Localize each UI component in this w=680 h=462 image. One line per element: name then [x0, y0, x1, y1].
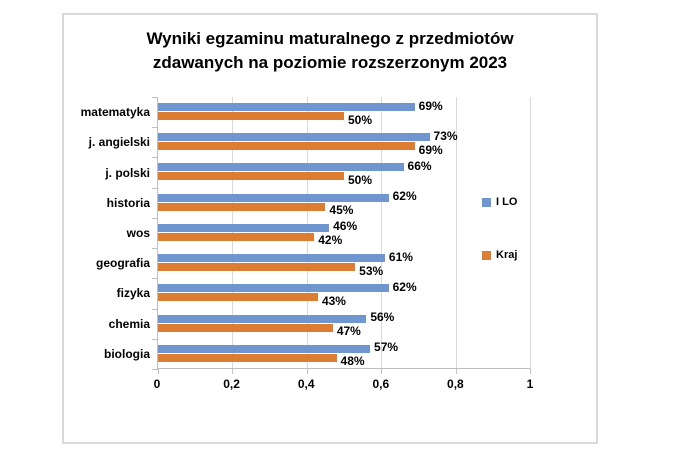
- x-axis-tick: [530, 368, 531, 374]
- y-axis-tick: [152, 369, 158, 370]
- bar-kraj-matematyka: [158, 112, 344, 120]
- gridline-0-4: [306, 97, 308, 368]
- x-axis-label-0-4: 0,4: [297, 377, 315, 391]
- gridline-0-6: [381, 97, 383, 368]
- value-label-i-lo-wos: 46%: [333, 219, 358, 234]
- category-label-historia: historia: [106, 195, 150, 210]
- y-axis-tick: [152, 278, 158, 279]
- value-label-i-lo-matematyka: 69%: [418, 98, 443, 113]
- gridline-1: [530, 97, 531, 368]
- legend-entry-ilo: I LO: [482, 195, 517, 209]
- value-label-kraj-j-polski: 50%: [348, 172, 373, 187]
- bar-i-lo-geografia: [158, 254, 385, 263]
- y-axis-tick: [152, 157, 158, 158]
- bar-i-lo-j-polski: [158, 163, 404, 172]
- value-label-kraj-matematyka: 50%: [348, 112, 373, 127]
- y-axis-tick: [152, 188, 158, 189]
- chart-title-line2: zdawanych na poziomie rozszerzonym 2023: [152, 53, 508, 72]
- category-label-geografia: geografia: [95, 256, 150, 271]
- category-axis-labels: matematyka j. angielski j. polski historia w…: [68, 97, 150, 369]
- bar-kraj-chemia: [158, 323, 333, 332]
- y-axis-tick: [152, 339, 158, 340]
- bar-i-lo-chemia: [158, 314, 367, 323]
- x-axis-tick: [158, 368, 159, 374]
- bar-kraj-biologia: [158, 353, 337, 362]
- value-label-kraj-historia: 45%: [329, 203, 354, 218]
- chart-frame: Wyniki egzaminu maturalnego z przedmiotó…: [62, 13, 598, 444]
- y-axis-tick: [152, 218, 158, 219]
- bar-kraj-j-angielski: [158, 142, 415, 151]
- x-axis-labels: 0 0,2 0,4 0,6 0,8 1: [64, 377, 596, 393]
- value-label-i-lo-biologia: 57%: [374, 340, 399, 355]
- plot-area: 69% 50% 73% 69% 66% 50% 62% 45% 46% 42% 61% 53% 62% 4…: [152, 97, 531, 374]
- x-axis-tick: [232, 368, 234, 374]
- value-label-i-lo-chemia: 56%: [370, 310, 395, 325]
- value-label-i-lo-historia: 62%: [392, 189, 417, 204]
- value-label-i-lo-fizyka: 62%: [392, 279, 417, 294]
- value-label-i-lo-j-polski: 66%: [407, 158, 432, 173]
- bar-i-lo-fizyka: [158, 284, 389, 293]
- bar-kraj-historia: [158, 202, 326, 211]
- x-axis-label-0-6: 0,6: [372, 377, 390, 391]
- legend-entry-kraj: Kraj: [482, 248, 517, 262]
- value-label-i-lo-geografia: 61%: [388, 249, 413, 264]
- x-axis-label-0: 0: [153, 377, 161, 391]
- legend-swatch-ilo-icon: [482, 197, 491, 207]
- bar-kraj-geografia: [158, 263, 356, 272]
- x-axis-label-0-8: 0,8: [447, 377, 464, 391]
- category-label-fizyka: fizyka: [116, 286, 150, 301]
- category-label-j-polski: j. polski: [105, 165, 150, 180]
- legend-label-kraj: Kraj: [496, 249, 518, 261]
- y-axis-tick: [152, 248, 158, 249]
- x-axis-tick: [455, 368, 457, 374]
- value-label-kraj-wos: 42%: [318, 233, 343, 248]
- category-label-j-angielski: j. angielski: [88, 135, 150, 150]
- category-label-chemia: chemia: [108, 316, 150, 331]
- bar-i-lo-historia: [158, 193, 389, 202]
- x-axis-label-0-2: 0,2: [223, 377, 240, 391]
- bar-i-lo-matematyka: [158, 103, 415, 111]
- category-label-biologia: biologia: [104, 346, 150, 361]
- gridline-0-8: [455, 97, 457, 368]
- bar-kraj-fizyka: [158, 293, 318, 302]
- y-axis-tick: [152, 97, 158, 98]
- value-label-kraj-geografia: 53%: [359, 263, 384, 278]
- x-axis-tick: [306, 368, 308, 374]
- y-axis-tick: [152, 127, 158, 128]
- chart-title: Wyniki egzaminu maturalnego z przedmiotó…: [64, 27, 596, 75]
- y-axis-tick: [152, 309, 158, 310]
- x-axis-label-1: 1: [526, 377, 534, 391]
- gridline-0-2: [232, 97, 234, 368]
- bar-i-lo-j-angielski: [158, 133, 430, 142]
- value-label-kraj-chemia: 47%: [336, 324, 361, 339]
- legend-swatch-kraj-icon: [482, 250, 491, 260]
- bar-kraj-j-polski: [158, 172, 344, 181]
- category-label-wos: wos: [126, 225, 150, 240]
- value-label-kraj-j-angielski: 69%: [418, 142, 443, 157]
- bar-i-lo-biologia: [158, 344, 371, 353]
- bar-i-lo-wos: [158, 223, 330, 232]
- chart-title-line1: Wyniki egzaminu maturalnego z przedmiotó…: [146, 29, 514, 48]
- value-label-kraj-fizyka: 43%: [321, 293, 346, 308]
- legend-label-ilo: I LO: [496, 196, 518, 208]
- value-label-i-lo-j-angielski: 73%: [433, 128, 458, 143]
- bar-kraj-wos: [158, 232, 315, 241]
- value-label-kraj-biologia: 48%: [340, 354, 365, 369]
- x-axis-tick: [381, 368, 383, 374]
- category-label-matematyka: matematyka: [80, 105, 150, 120]
